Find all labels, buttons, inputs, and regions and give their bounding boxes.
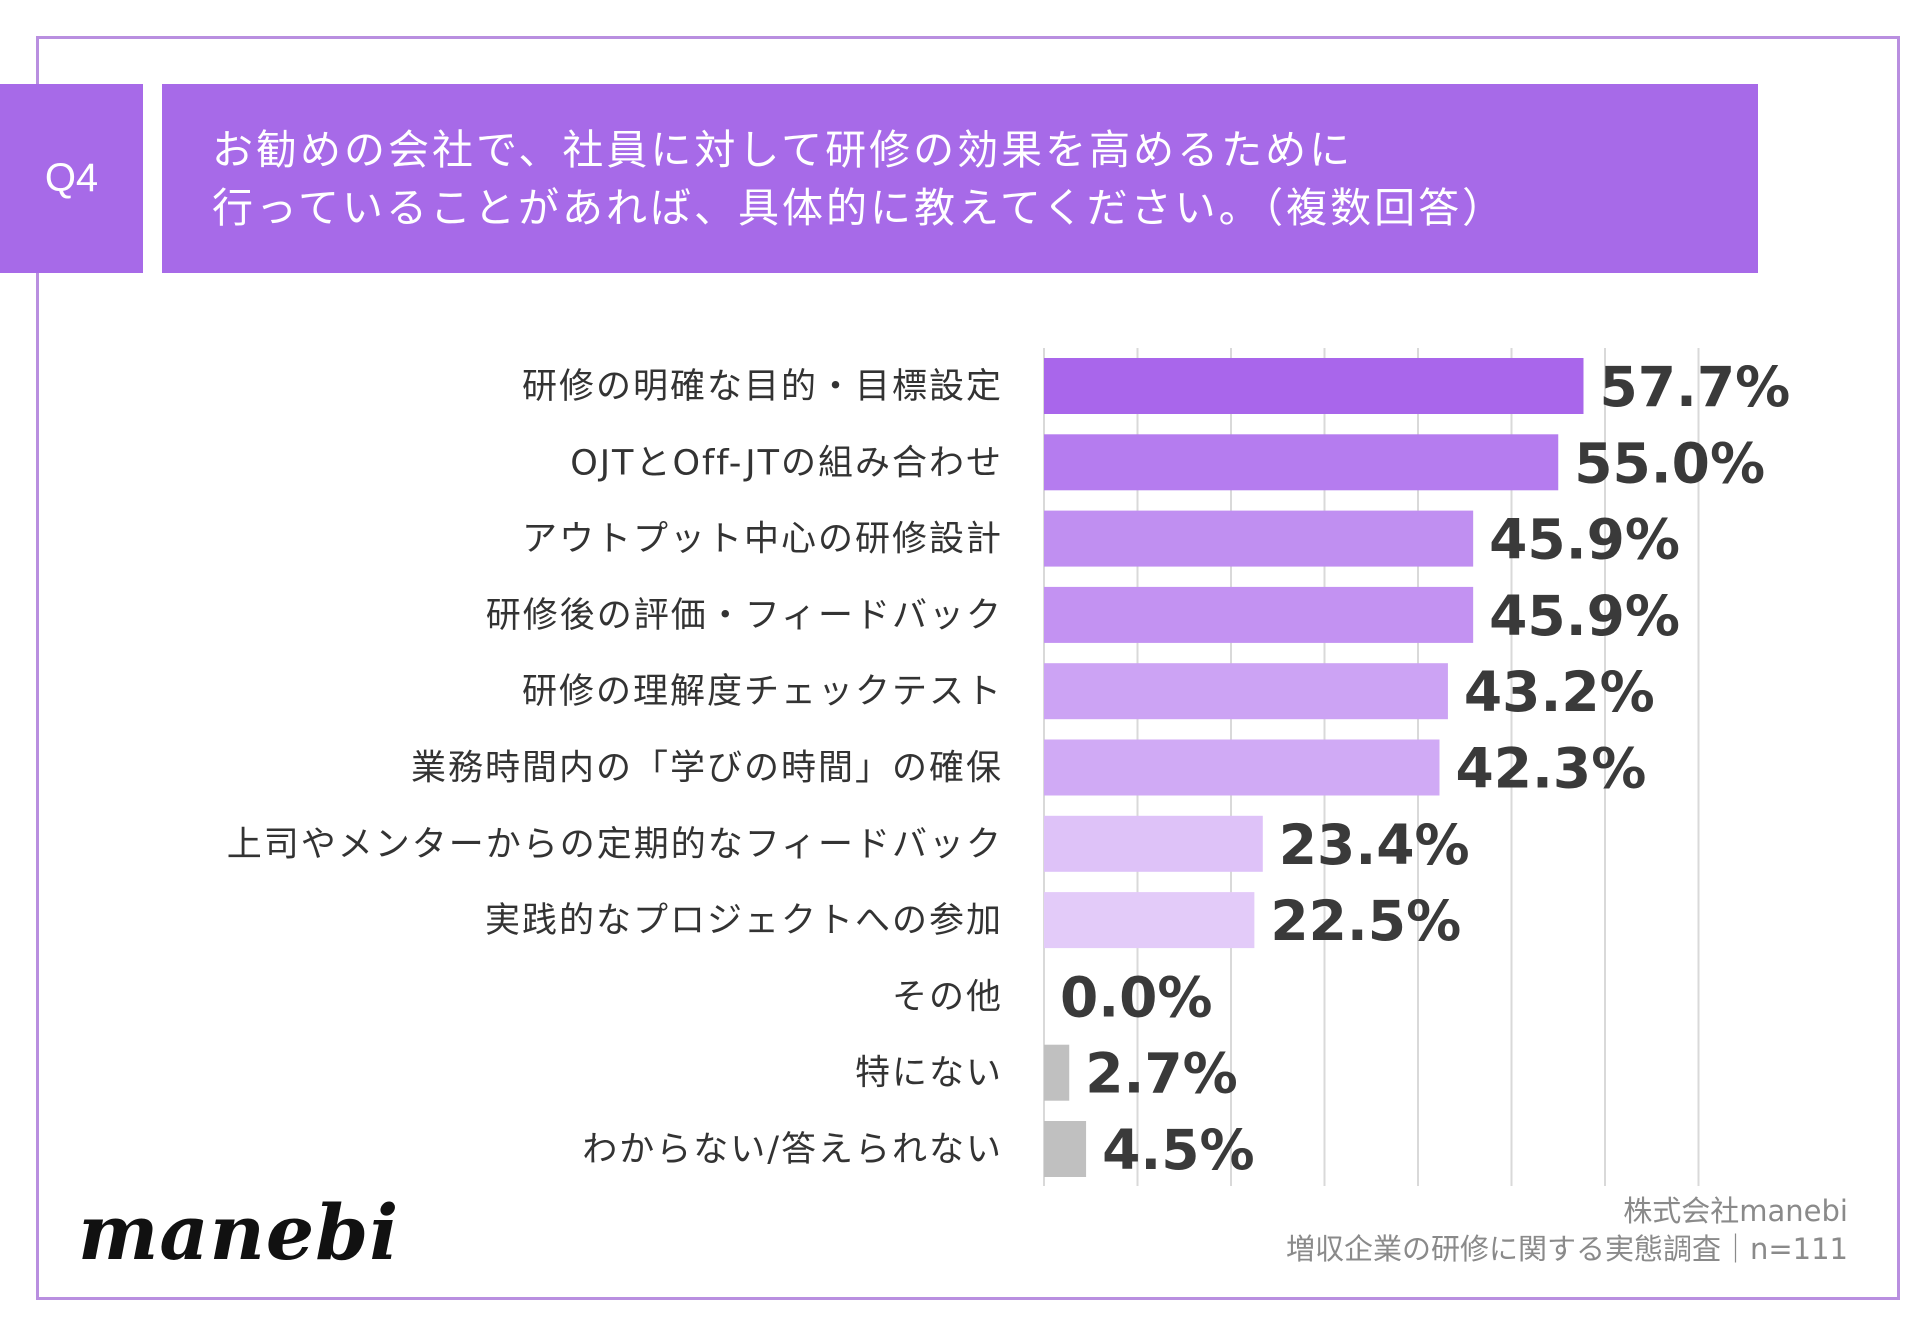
category-label: アウトプット中心の研修設計 [522, 520, 1003, 560]
bar [1044, 434, 1559, 491]
category-label: わからない/答えられない [582, 1130, 1003, 1170]
bar [1044, 358, 1584, 414]
category-label: その他 [892, 977, 1003, 1017]
bar [1044, 739, 1440, 796]
question-title-line-1: お勧めの会社で、社員に対して研修の効果を高めるために [212, 125, 1354, 174]
value-label: 2.7% [1085, 1042, 1238, 1106]
question-title-box: お勧めの会社で、社員に対して研修の効果を高めるために 行っていることがあれば、具… [162, 84, 1758, 273]
bar [1044, 892, 1255, 949]
chart-frame [36, 36, 1900, 1300]
value-label: 43.2% [1464, 660, 1655, 724]
category-label: 研修後の評価・フィードバック [486, 596, 1003, 636]
footer-company: 株式会社manebi [1623, 1194, 1848, 1228]
question-title-line-2: 行っていることがあれば、具体的に教えてください。（複数回答） [212, 183, 1507, 232]
value-label: 0.0% [1060, 965, 1213, 1029]
value-label: 4.5% [1102, 1118, 1255, 1182]
category-label: 実践的なプロジェクトへの参加 [485, 901, 1003, 941]
manebi-logo: manebi [78, 1188, 400, 1277]
category-label: 上司やメンターからの定期的なフィードバック [227, 825, 1003, 865]
category-label: 特にない [855, 1054, 1003, 1094]
category-label: 研修の理解度チェックテスト [522, 672, 1003, 712]
category-label: 研修の明確な目的・目標設定 [522, 367, 1003, 407]
category-label: 業務時間内の「学びの時間」の確保 [411, 749, 1003, 789]
value-label: 45.9% [1489, 508, 1680, 572]
category-label: OJTとOff-JTの組み合わせ [570, 443, 1003, 483]
bar [1044, 1044, 1070, 1101]
value-label: 23.4% [1279, 813, 1470, 877]
bar [1044, 663, 1448, 720]
footer-source: 株式会社manebi 増収企業の研修に関する実態調査｜n=111 [1286, 1192, 1848, 1268]
bar [1044, 1121, 1087, 1177]
value-label: 55.0% [1574, 431, 1765, 495]
bar [1044, 510, 1474, 567]
bar [1044, 815, 1263, 872]
value-label: 57.7% [1599, 355, 1790, 419]
value-label: 45.9% [1489, 584, 1680, 648]
value-label: 42.3% [1456, 737, 1647, 801]
value-label: 22.5% [1270, 889, 1461, 953]
bar [1044, 586, 1474, 643]
footer-survey-info: 増収企業の研修に関する実態調査｜n=111 [1285, 1232, 1848, 1266]
question-number-badge: Q4 [0, 84, 143, 273]
